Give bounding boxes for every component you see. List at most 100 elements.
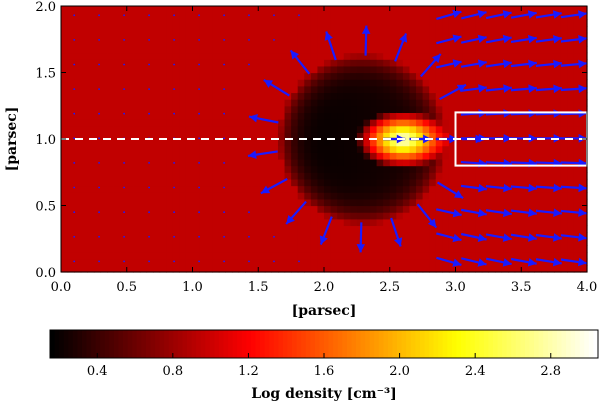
heat-cell [402, 12, 411, 20]
heat-cell [547, 52, 555, 60]
heat-cell [212, 185, 220, 193]
heat-cell [462, 245, 470, 253]
heat-cell [304, 225, 312, 233]
heat-cell [554, 178, 562, 187]
heat-cell [179, 139, 187, 147]
heat-cell [350, 139, 358, 147]
heat-cell [61, 132, 69, 140]
heat-cell [61, 52, 69, 60]
heat-cell [370, 12, 378, 20]
heat-cell [416, 178, 424, 187]
heat-cell [350, 112, 358, 120]
heat-cell [573, 139, 582, 147]
heat-cell [179, 39, 187, 47]
heat-cell [488, 205, 496, 213]
heat-cell [573, 232, 582, 240]
heat-cell [356, 158, 365, 167]
heat-cell [416, 112, 424, 120]
heat-cell [126, 32, 134, 40]
heat-cell [554, 65, 562, 74]
heat-cell [107, 232, 115, 240]
heat-cell [389, 205, 397, 213]
heat-cell [383, 25, 391, 34]
heat-cell [429, 238, 437, 246]
colorbar-segment [237, 330, 243, 358]
heat-cell [422, 178, 430, 187]
heat-cell [376, 165, 384, 173]
heat-cell [330, 172, 338, 180]
heat-cell [370, 252, 378, 260]
heat-cell [225, 12, 233, 20]
heat-cell [218, 85, 226, 94]
heat-cell [172, 198, 180, 207]
heat-cell [120, 178, 128, 187]
heat-cell [146, 192, 154, 200]
heat-cell [80, 139, 88, 147]
heat-cell [80, 178, 88, 187]
heat-cell [264, 32, 272, 40]
heat-cell [245, 245, 253, 253]
heat-cell [442, 19, 450, 27]
heat-cell [370, 198, 378, 207]
heat-cell [310, 85, 319, 94]
velocity-arrow [98, 88, 100, 90]
colorbar-segment [109, 330, 115, 358]
heat-cell [396, 105, 404, 113]
velocity-arrow [460, 84, 487, 93]
heat-cell [547, 205, 555, 213]
heat-cell [462, 238, 470, 246]
heat-cell [488, 165, 496, 173]
heat-cell [494, 198, 503, 207]
heat-cell [126, 158, 134, 167]
heat-cell [402, 92, 411, 100]
heat-cell [126, 152, 134, 160]
heat-cell [389, 12, 397, 20]
heat-cell [218, 6, 226, 14]
heat-cell [271, 99, 279, 107]
heat-cell [192, 238, 200, 246]
heat-cell [343, 245, 351, 253]
heat-cell [494, 45, 503, 54]
colorbar-tick-label: 1.6 [314, 364, 335, 379]
heat-cell [356, 79, 365, 87]
heat-cell [409, 59, 417, 67]
heat-cell [192, 258, 200, 266]
colorbar-segment [260, 330, 266, 358]
heat-cell [521, 119, 529, 127]
heat-cell [363, 59, 371, 67]
heat-cell [370, 85, 378, 94]
velocity-arrow [420, 53, 442, 78]
heat-cell [573, 112, 582, 120]
heat-cell [61, 178, 69, 187]
heat-cell [146, 72, 154, 80]
heat-cell [573, 6, 582, 14]
heat-cell [324, 165, 332, 173]
heat-cell [416, 119, 424, 127]
heat-cell [448, 225, 457, 233]
heat-cell [521, 112, 529, 120]
heat-cell [330, 59, 338, 67]
heat-cell [225, 145, 233, 153]
colorbar-tick-label: 2.0 [389, 364, 410, 379]
heat-cell [245, 252, 253, 260]
heat-cell [402, 245, 411, 253]
heat-cell [521, 99, 529, 107]
heat-cell [402, 79, 411, 87]
heat-cell [560, 152, 568, 160]
heat-cell [448, 238, 457, 246]
heat-cell [212, 218, 220, 227]
heat-cell [159, 232, 167, 240]
heat-cell [291, 65, 299, 74]
heat-cell [442, 105, 450, 113]
heat-cell [383, 85, 391, 94]
velocity-arrow [560, 233, 587, 242]
heat-cell [218, 258, 226, 266]
heat-cell [547, 12, 555, 20]
heat-cell [107, 145, 115, 153]
heat-cell [547, 172, 555, 180]
heat-cell [324, 198, 332, 207]
heat-cell [264, 252, 272, 260]
heat-cell [343, 232, 351, 240]
heat-cell [146, 178, 154, 187]
heat-cell [199, 65, 207, 74]
